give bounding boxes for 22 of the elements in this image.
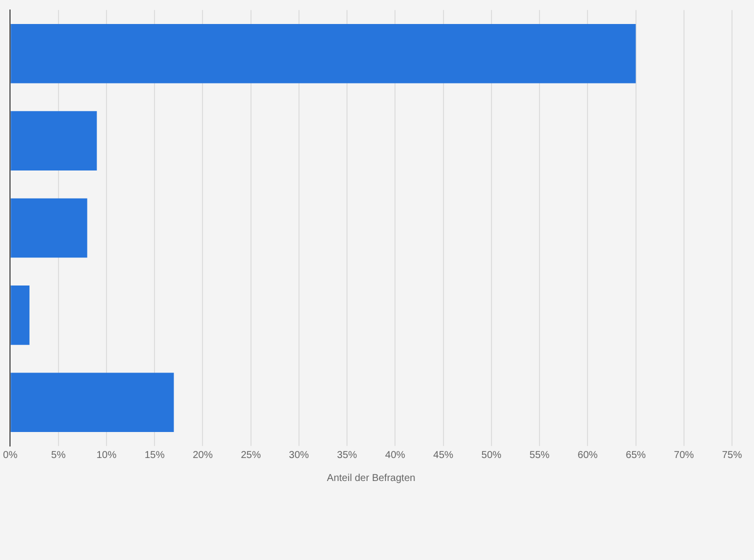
x-tick-label: 5% — [51, 450, 66, 461]
bar — [10, 198, 88, 258]
bar — [10, 286, 30, 345]
x-tick-label: 60% — [578, 450, 598, 461]
bar — [10, 24, 636, 84]
x-tick-label: 30% — [288, 450, 310, 461]
x-tick-label: 15% — [144, 450, 165, 461]
x-axis-title: Anteil der Befragten — [326, 472, 416, 484]
x-tick-label: 65% — [626, 450, 646, 461]
x-tick-label: 20% — [192, 450, 213, 461]
bar — [10, 372, 174, 432]
x-tick-label: 70% — [674, 450, 694, 461]
x-tick-label: 40% — [385, 450, 406, 461]
x-tick-label: 55% — [530, 450, 550, 461]
x-tick-label: 75% — [722, 450, 742, 461]
bar — [10, 111, 97, 170]
x-tick-label: 0% — [3, 450, 18, 461]
x-tick-label: 45% — [433, 450, 454, 461]
x-tick-label: 10% — [96, 450, 117, 461]
x-tick-label: 25% — [240, 450, 261, 461]
x-tick-label: 35% — [337, 450, 358, 461]
x-tick-label: 50% — [481, 450, 502, 461]
